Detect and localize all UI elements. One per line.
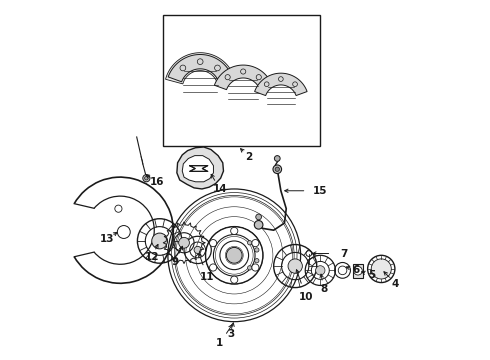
Text: 7: 7 bbox=[340, 248, 347, 258]
Bar bbox=[163, 15, 320, 146]
Circle shape bbox=[255, 248, 259, 252]
Text: 8: 8 bbox=[320, 284, 327, 294]
Circle shape bbox=[252, 239, 259, 247]
Circle shape bbox=[252, 264, 259, 271]
Polygon shape bbox=[190, 166, 208, 171]
Text: 15: 15 bbox=[313, 186, 327, 196]
Text: 12: 12 bbox=[145, 252, 159, 262]
Circle shape bbox=[354, 266, 362, 275]
Circle shape bbox=[210, 239, 217, 247]
Circle shape bbox=[226, 247, 242, 263]
Circle shape bbox=[152, 233, 168, 249]
Text: 2: 2 bbox=[245, 152, 252, 162]
Bar bbox=[353, 264, 364, 278]
Text: 9: 9 bbox=[172, 257, 179, 267]
Polygon shape bbox=[166, 53, 235, 84]
Circle shape bbox=[247, 266, 252, 270]
Circle shape bbox=[247, 240, 252, 245]
Text: 6: 6 bbox=[352, 265, 360, 275]
Polygon shape bbox=[255, 73, 307, 95]
Polygon shape bbox=[215, 65, 272, 90]
Text: 5: 5 bbox=[368, 270, 376, 280]
Circle shape bbox=[179, 237, 190, 248]
Text: 14: 14 bbox=[213, 184, 227, 194]
Text: 10: 10 bbox=[299, 292, 313, 302]
Circle shape bbox=[274, 156, 280, 161]
Polygon shape bbox=[182, 156, 214, 182]
Circle shape bbox=[371, 259, 392, 279]
Circle shape bbox=[254, 221, 263, 229]
Polygon shape bbox=[177, 147, 223, 189]
Circle shape bbox=[316, 266, 325, 275]
Circle shape bbox=[275, 167, 279, 171]
Text: 3: 3 bbox=[227, 329, 234, 339]
Circle shape bbox=[231, 276, 238, 283]
Text: 11: 11 bbox=[200, 272, 215, 282]
Text: 1: 1 bbox=[216, 338, 223, 348]
Circle shape bbox=[143, 175, 150, 182]
Circle shape bbox=[210, 264, 217, 271]
Text: 4: 4 bbox=[392, 279, 399, 289]
Text: 16: 16 bbox=[150, 177, 164, 187]
Polygon shape bbox=[168, 54, 232, 82]
Circle shape bbox=[256, 214, 262, 220]
Circle shape bbox=[231, 227, 238, 234]
Text: 13: 13 bbox=[99, 234, 114, 244]
Circle shape bbox=[194, 246, 201, 253]
Circle shape bbox=[273, 165, 282, 174]
Circle shape bbox=[145, 176, 148, 180]
Circle shape bbox=[288, 259, 302, 273]
Circle shape bbox=[255, 258, 259, 263]
